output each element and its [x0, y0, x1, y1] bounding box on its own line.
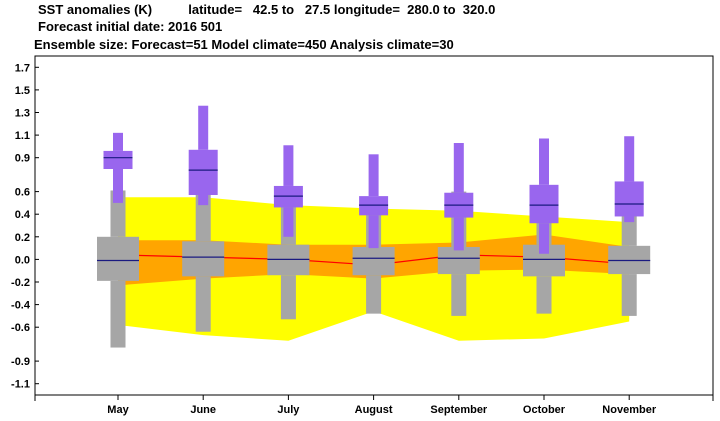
- x-tick-label: July: [277, 404, 300, 416]
- x-tick-label: October: [523, 404, 566, 416]
- y-tick-label: -0.4: [11, 300, 31, 312]
- y-tick-label: -0.6: [11, 322, 30, 334]
- analysis-whisker-low: [624, 216, 635, 223]
- analysis-whisker-low: [368, 215, 379, 249]
- ensemble-size-label: Ensemble size: Forecast=51 Model climate…: [34, 37, 454, 52]
- analysis-box: [188, 149, 218, 195]
- analysis-box: [529, 184, 559, 224]
- analysis-whisker-high: [283, 145, 294, 186]
- analysis-whisker-low: [539, 223, 549, 254]
- analysis-whisker-high: [198, 105, 209, 150]
- y-tick-label: 1.3: [15, 108, 30, 120]
- chart-title: SST anomalies (K) latitude= 42.5 to 27.5…: [38, 2, 496, 17]
- y-tick-label: 0.0: [15, 254, 30, 266]
- forecast-date-label: Forecast initial date: 2016 501: [38, 19, 223, 34]
- y-tick-label: 1.1: [15, 130, 30, 142]
- analysis-whisker-high: [624, 136, 635, 182]
- y-tick-label: 0.9: [15, 153, 30, 165]
- analysis-box: [614, 181, 644, 217]
- forecast-whisker-low: [621, 274, 637, 316]
- y-tick-label: -0.9: [11, 356, 30, 368]
- forecast-box: [97, 236, 139, 281]
- y-tick-label: 0.6: [15, 187, 30, 199]
- analysis-box: [103, 150, 133, 169]
- forecast-whisker-low: [110, 280, 126, 348]
- analysis-whisker-low: [453, 217, 464, 251]
- analysis-whisker-low: [113, 169, 123, 203]
- forecast-box: [182, 241, 225, 277]
- x-tick-label: September: [430, 404, 488, 416]
- analysis-whisker-high: [539, 138, 549, 185]
- forecast-whisker-low: [280, 275, 296, 320]
- y-tick-label: -0.2: [11, 277, 30, 289]
- forecast-whisker-low: [195, 276, 211, 332]
- analysis-whisker-high: [113, 132, 123, 151]
- y-tick-label: 0.2: [15, 232, 30, 244]
- y-tick-label: 0.4: [15, 209, 31, 221]
- y-tick-label: 1.7: [15, 62, 30, 74]
- forecast-whisker-low: [366, 275, 382, 314]
- y-tick-label: -1.1: [11, 379, 30, 391]
- analysis-whisker-high: [453, 143, 464, 193]
- forecast-box: [352, 246, 395, 276]
- analysis-whisker-low: [283, 207, 294, 237]
- y-tick-label: 1.5: [15, 85, 30, 97]
- axes: 1.7 1.5 1.3 1.1 0.9 0.6 0.4 0.2 0.0 -0.2 -0.4 -0.6 -…: [11, 55, 714, 416]
- forecast-whisker-low: [536, 276, 552, 314]
- x-tick-label: August: [355, 404, 393, 416]
- analysis-whisker-high: [368, 154, 379, 197]
- forecast-box: [437, 246, 480, 275]
- x-tick-label: November: [602, 404, 657, 416]
- analysis-whisker-low: [198, 194, 209, 206]
- x-tick-label: June: [190, 404, 216, 416]
- analysis-boxes: [103, 105, 644, 254]
- forecast-whisker-low: [451, 274, 467, 316]
- x-tick-label: May: [107, 404, 129, 416]
